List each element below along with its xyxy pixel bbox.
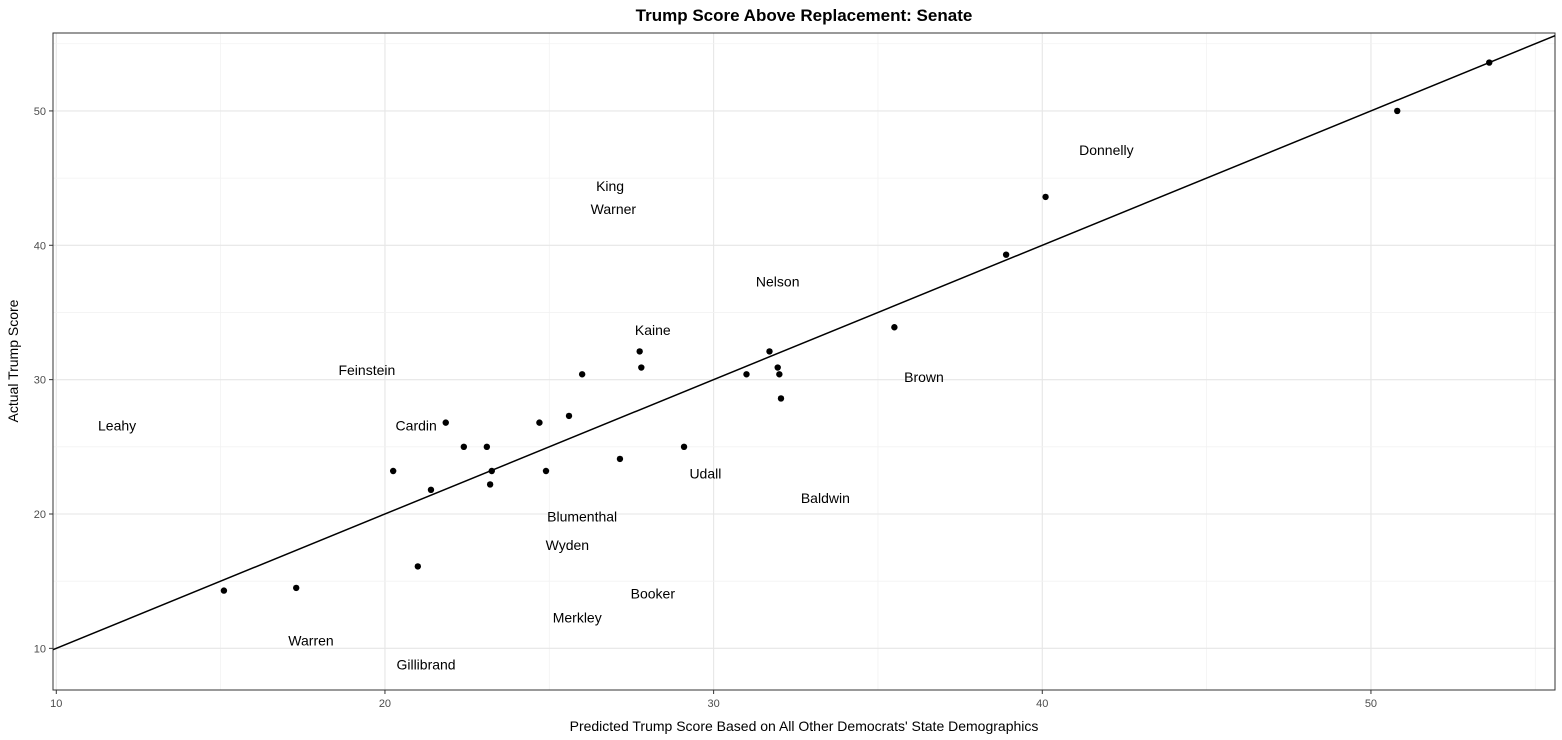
x-tick-label: 50 [1365,698,1377,710]
data-point [483,443,491,451]
data-point [891,324,898,331]
y-tick-label: 40 [34,240,46,252]
data-point [565,412,573,420]
senator-labels: Donnelly King Warner Nelson Kaine Feinstein Br… [98,142,1134,673]
senator-label: Baldwin [801,490,850,506]
data-point [578,371,586,378]
data-point [542,467,550,475]
data-point [616,455,624,463]
data-point [776,371,783,378]
x-tick-label: 20 [379,698,391,710]
senator-label: King [596,178,624,194]
y-axis-label: Actual Trump Score [5,299,21,422]
senator-label: Warren [288,632,333,648]
y-tick-label: 20 [34,509,46,521]
senator-label: Donnelly [1079,142,1133,158]
data-point [680,443,688,451]
senator-label: Udall [689,466,721,482]
x-axis-ticks: 10 20 30 40 50 [50,690,1377,710]
data-point [442,419,449,426]
y-tick-label: 30 [34,375,46,387]
identity-reference-line [52,34,1556,651]
senator-label: Merkley [553,609,602,625]
senator-label: Gillibrand [396,656,455,672]
senator-label: Wyden [546,537,589,553]
data-point [1042,193,1049,201]
senator-label: Blumenthal [547,509,617,525]
y-tick-label: 50 [34,106,46,118]
senator-label: Kaine [635,322,671,338]
data-point [1394,107,1401,115]
panel-border [52,32,1556,691]
y-tick-label: 10 [34,643,46,655]
grid [53,33,1555,690]
data-point [766,348,773,355]
senator-label: Feinstein [338,362,395,378]
data-point [486,481,494,488]
senator-label: Booker [631,585,676,601]
data-point [389,467,397,475]
data-point [743,371,750,378]
senator-label: Warner [591,201,637,217]
data-point [636,348,643,355]
y-axis-ticks: 10 20 30 40 50 [34,106,53,655]
data-point [427,486,435,494]
data-point [1486,59,1493,66]
data-point [414,563,422,570]
data-point [220,587,228,594]
data-point [774,364,781,371]
x-tick-label: 10 [50,698,62,710]
senator-label: Brown [904,369,944,385]
data-point [777,395,785,402]
data-points [220,59,1493,594]
data-point [293,584,300,592]
data-point [488,467,495,475]
data-point [536,419,543,426]
data-point [460,443,468,451]
x-tick-label: 40 [1036,698,1048,710]
x-tick-label: 30 [707,698,719,710]
senator-label: Cardin [396,417,437,433]
senator-label: Leahy [98,417,136,433]
senator-label: Nelson [756,274,800,290]
data-point [1002,251,1010,258]
data-point [638,364,645,371]
chart-title: Trump Score Above Replacement: Senate [636,6,973,25]
x-axis-label: Predicted Trump Score Based on All Other… [570,718,1039,734]
